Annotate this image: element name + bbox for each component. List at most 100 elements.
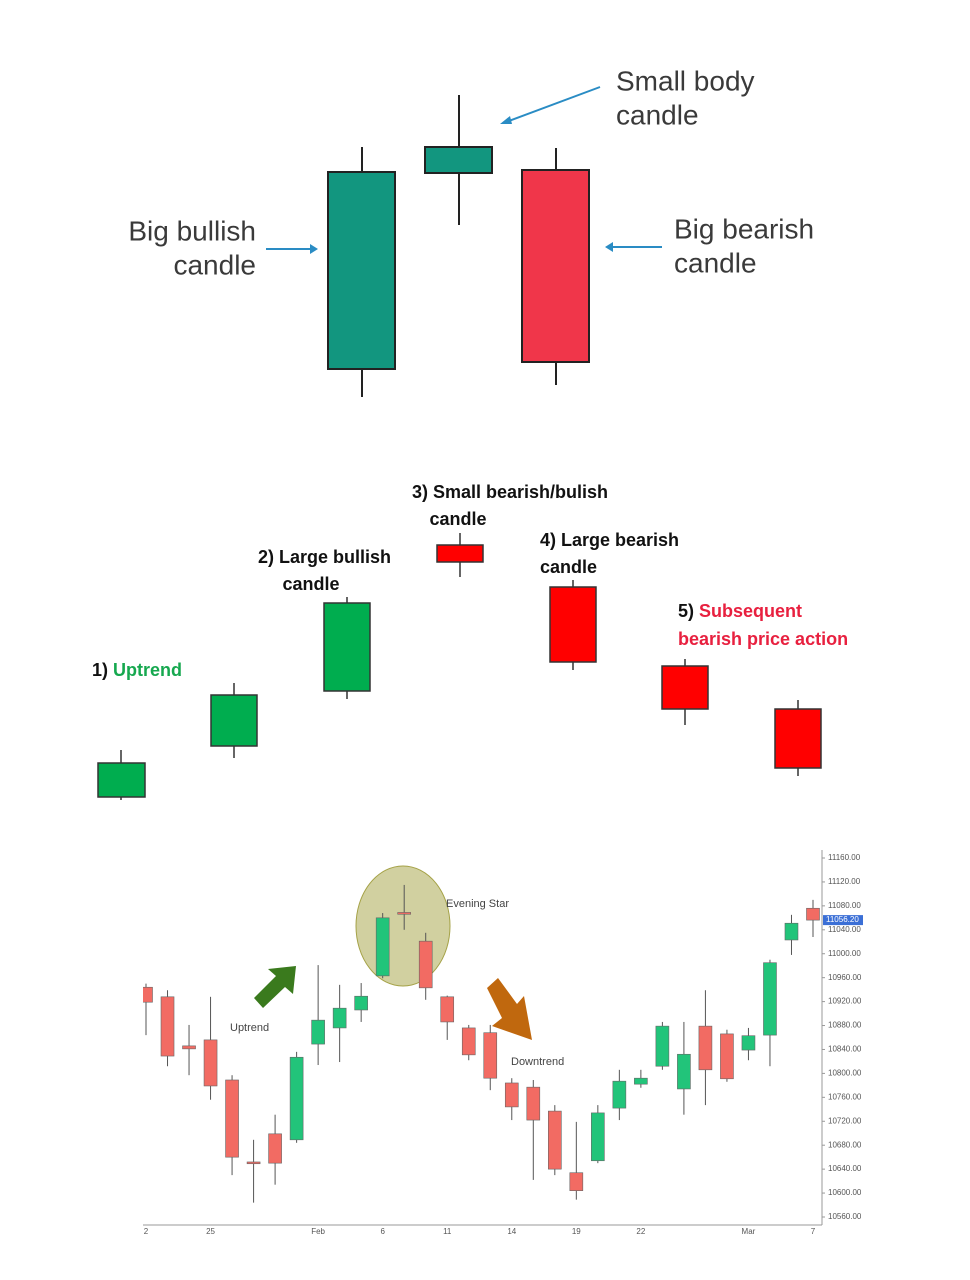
pattern-highlight bbox=[355, 865, 451, 987]
intro-diagram: Small body candle Big bullish candle Big… bbox=[128, 65, 814, 397]
candle-body bbox=[806, 907, 820, 921]
candle-body bbox=[311, 1019, 325, 1045]
candle-body bbox=[634, 1077, 648, 1085]
x-tick-label: 7 bbox=[811, 1227, 816, 1236]
candle-body bbox=[461, 1027, 476, 1056]
candle-body bbox=[225, 1079, 239, 1158]
label: 5) Subsequent bbox=[678, 601, 802, 621]
arrow-head bbox=[310, 244, 318, 254]
candle bbox=[774, 708, 822, 769]
annotation: Uptrend bbox=[230, 1022, 269, 1034]
label: candle bbox=[429, 509, 486, 529]
label: 3) Small bearish/bulish bbox=[412, 482, 608, 502]
candle-body bbox=[655, 1025, 670, 1067]
candle bbox=[327, 171, 396, 370]
candle bbox=[436, 544, 484, 563]
arrow-head bbox=[500, 116, 512, 124]
candle-body bbox=[504, 1082, 519, 1108]
candle-body bbox=[784, 922, 799, 941]
candle-body bbox=[698, 1025, 713, 1071]
candle-body bbox=[143, 986, 153, 1003]
y-tick-label: 11000.00 bbox=[828, 949, 861, 958]
y-tick-label: 11040.00 bbox=[828, 925, 861, 934]
y-tick-label: 10720.00 bbox=[828, 1116, 862, 1125]
y-tick-label: 11120.00 bbox=[828, 877, 861, 886]
candle-body bbox=[677, 1053, 691, 1090]
label: 1) Uptrend bbox=[92, 660, 182, 680]
candle bbox=[323, 602, 371, 692]
candle-body bbox=[741, 1035, 756, 1051]
label: candle bbox=[674, 247, 757, 278]
candle-body bbox=[203, 1039, 218, 1087]
x-tick-label: 25 bbox=[206, 1227, 215, 1236]
candle-body bbox=[483, 1032, 498, 1079]
candle-body bbox=[418, 940, 433, 989]
candle-body bbox=[612, 1080, 627, 1109]
candle-body bbox=[246, 1161, 261, 1165]
candle-body bbox=[289, 1056, 304, 1141]
y-tick-label: 10840.00 bbox=[828, 1045, 862, 1054]
arrow bbox=[505, 86, 601, 123]
price-tag bbox=[823, 915, 863, 926]
annotation: Evening Star bbox=[446, 898, 509, 910]
step-number: 1) bbox=[92, 660, 108, 680]
candle-body bbox=[569, 1172, 584, 1191]
candle bbox=[97, 762, 146, 798]
x-tick-label: 11 bbox=[443, 1227, 452, 1236]
y-tick-label: 10560.00 bbox=[828, 1212, 862, 1221]
label: Big bullish bbox=[128, 215, 256, 246]
candle-body bbox=[354, 995, 368, 1011]
downtrend-arrow bbox=[487, 978, 532, 1040]
step-text: bearish price action bbox=[678, 629, 848, 649]
candle-body bbox=[332, 1007, 347, 1029]
candle bbox=[661, 665, 709, 710]
x-tick-label: 2 bbox=[144, 1227, 149, 1236]
y-tick-label: 10880.00 bbox=[828, 1021, 862, 1030]
arrow-head bbox=[605, 242, 613, 252]
y-tick-label: 10680.00 bbox=[828, 1140, 862, 1149]
y-tick-label: 10760.00 bbox=[828, 1092, 862, 1101]
candle-body bbox=[268, 1133, 282, 1164]
x-tick-label: 19 bbox=[572, 1227, 581, 1236]
candle-body bbox=[375, 917, 390, 977]
candle-body bbox=[397, 912, 411, 915]
y-tick-label: 10600.00 bbox=[828, 1188, 862, 1197]
y-tick-label: 10920.00 bbox=[828, 997, 862, 1006]
candle bbox=[210, 694, 258, 747]
step-text: Uptrend bbox=[113, 660, 182, 680]
steps-diagram bbox=[97, 533, 822, 800]
label: candle bbox=[173, 249, 256, 280]
label: candle bbox=[540, 557, 597, 577]
step-number: 5) bbox=[678, 601, 694, 621]
y-tick-label: 10960.00 bbox=[828, 973, 862, 982]
label: Big bearish bbox=[674, 213, 814, 244]
candle-body bbox=[548, 1110, 562, 1170]
candle bbox=[424, 146, 493, 174]
uptrend-arrow bbox=[254, 966, 296, 1008]
candle-body bbox=[182, 1045, 196, 1050]
candle bbox=[521, 169, 590, 363]
candle-body bbox=[440, 996, 455, 1023]
candle-body bbox=[526, 1086, 541, 1121]
candle bbox=[549, 586, 597, 663]
candle-body bbox=[160, 996, 175, 1057]
y-tick-label: 10800.00 bbox=[828, 1069, 862, 1078]
x-tick-label: 6 bbox=[380, 1227, 385, 1236]
candle-body bbox=[763, 962, 777, 1036]
y-tick-label: 10640.00 bbox=[828, 1164, 862, 1173]
label: Small body bbox=[616, 65, 755, 96]
label: candle bbox=[616, 99, 699, 130]
label: candle bbox=[282, 574, 339, 594]
label: 2) Large bullish bbox=[258, 547, 391, 567]
y-tick-label: 11160.00 bbox=[828, 853, 861, 862]
price-tag-label: 11056.20 bbox=[826, 915, 859, 924]
candle-body bbox=[720, 1033, 734, 1080]
x-tick-label: 22 bbox=[636, 1227, 645, 1236]
annotation: Downtrend bbox=[511, 1056, 564, 1068]
x-tick-label: Mar bbox=[742, 1227, 756, 1236]
y-tick-label: 11080.00 bbox=[828, 901, 861, 910]
step-text: Subsequent bbox=[699, 601, 802, 621]
plot bbox=[143, 884, 820, 1203]
label: 4) Large bearish bbox=[540, 530, 679, 550]
